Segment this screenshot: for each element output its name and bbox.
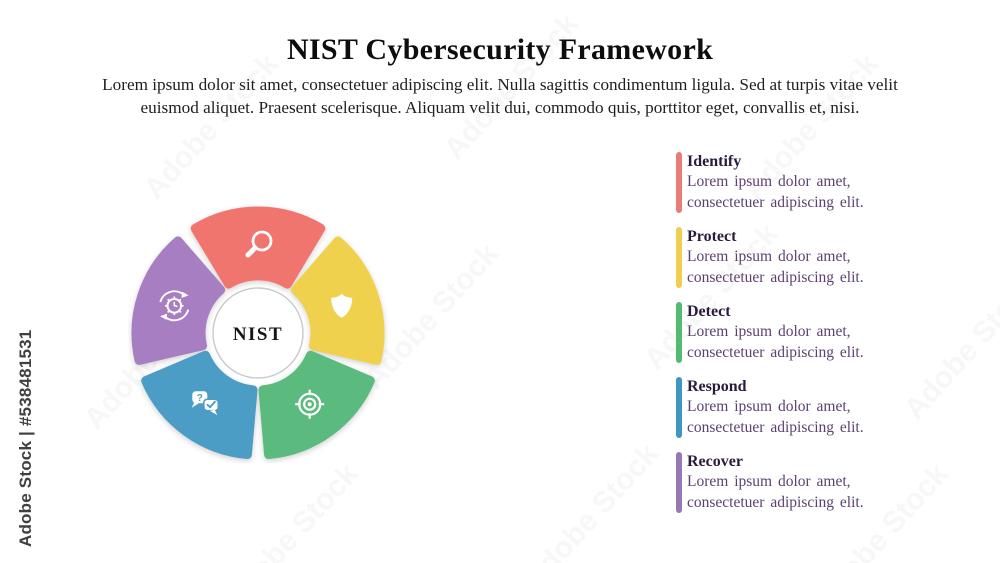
shield-icon <box>331 293 353 318</box>
item-body: Detect Lorem ipsum dolor amet, consectet… <box>687 302 899 363</box>
item-description: Lorem ipsum dolor amet, consectetuer adi… <box>687 398 864 436</box>
framework-item-detect: Detect Lorem ipsum dolor amet, consectet… <box>676 302 891 363</box>
framework-item-protect: Protect Lorem ipsum dolor amet, consecte… <box>676 227 891 288</box>
watermark-text: Adobe Stock <box>517 437 665 563</box>
nist-diagram: ? NIST <box>128 203 388 463</box>
item-body: Protect Lorem ipsum dolor amet, consecte… <box>687 227 899 288</box>
framework-item-list: Identify Lorem ipsum dolor amet, consect… <box>676 152 891 527</box>
item-description: Lorem ipsum dolor amet, consectetuer adi… <box>687 248 864 286</box>
framework-item-identify: Identify Lorem ipsum dolor amet, consect… <box>676 152 891 213</box>
watermark-text: Adobe Stock <box>217 457 365 563</box>
item-title: Respond <box>687 378 747 395</box>
segment-detect <box>258 350 375 459</box>
segment-group <box>131 206 385 459</box>
stock-id-watermark: Adobe Stock | #538481531 <box>16 329 35 547</box>
item-color-bar <box>676 452 682 513</box>
item-title: Protect <box>687 228 737 245</box>
page-title: NIST Cybersecurity Framework <box>286 33 714 66</box>
chat-check-icon: ? <box>191 391 220 416</box>
item-body: Identify Lorem ipsum dolor amet, consect… <box>687 152 899 213</box>
nist-diagram-svg: ? NIST <box>131 206 385 459</box>
item-body: Recover Lorem ipsum dolor amet, consecte… <box>687 452 899 513</box>
magnifier-icon <box>245 230 273 258</box>
framework-item-recover: Recover Lorem ipsum dolor amet, consecte… <box>676 452 891 513</box>
item-color-bar <box>676 227 682 288</box>
page-subtitle: Lorem ipsum dolor sit amet, consectetuer… <box>0 73 1000 119</box>
item-description: Lorem ipsum dolor amet, consectetuer adi… <box>687 473 864 511</box>
item-color-bar <box>676 377 682 438</box>
item-title: Identify <box>687 153 742 170</box>
item-title: Recover <box>687 453 743 470</box>
segment-respond <box>141 350 258 459</box>
svg-text:?: ? <box>197 393 203 404</box>
item-color-bar <box>676 152 682 213</box>
item-body: Respond Lorem ipsum dolor amet, consecte… <box>687 377 899 438</box>
watermark-text: Adobe Stock <box>897 267 1000 426</box>
target-icon <box>295 389 325 419</box>
subtitle-line-2: euismod aliquet. Praesent scelerisque. A… <box>140 98 860 117</box>
item-color-bar <box>676 302 682 363</box>
recovery-time-icon <box>159 290 190 322</box>
subtitle-line-1: Lorem ipsum dolor sit amet, consectetuer… <box>102 75 898 94</box>
item-title: Detect <box>687 303 731 320</box>
header: NIST Cybersecurity Framework Lorem ipsum… <box>0 0 1000 119</box>
diagram-center-label: NIST <box>233 324 283 345</box>
framework-item-respond: Respond Lorem ipsum dolor amet, consecte… <box>676 377 891 438</box>
item-description: Lorem ipsum dolor amet, consectetuer adi… <box>687 173 864 211</box>
item-description: Lorem ipsum dolor amet, consectetuer adi… <box>687 323 864 361</box>
diagram-center-circle <box>212 287 304 379</box>
